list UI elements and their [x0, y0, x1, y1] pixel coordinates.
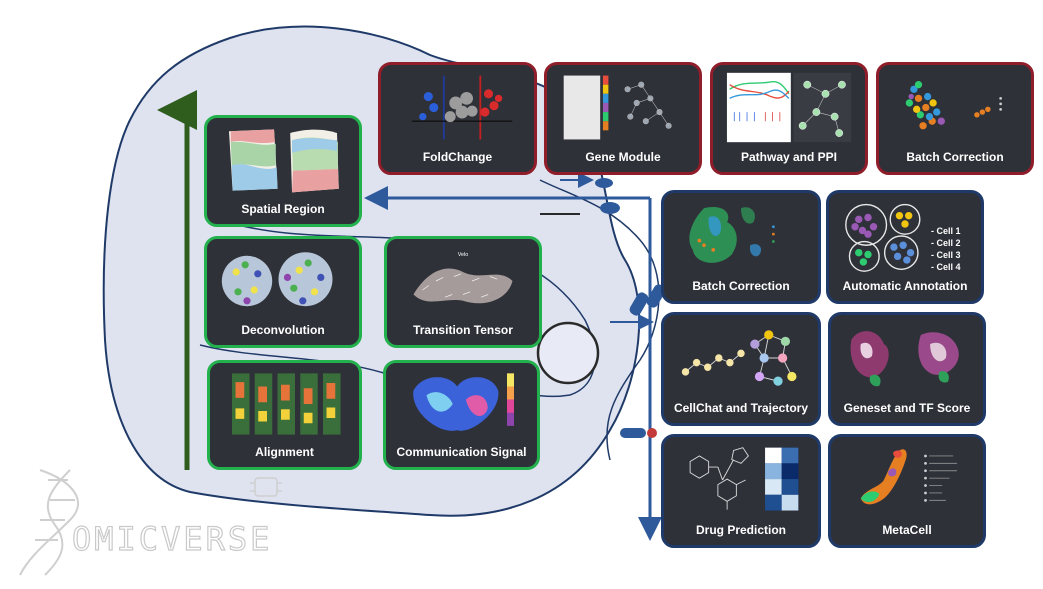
pathway-ppi-art — [721, 71, 857, 144]
sc-batch-correction-label: Batch Correction — [692, 279, 790, 293]
omicverse-wordmark: OMICVERSE — [71, 519, 273, 558]
cell-legend-item: - Cell 4 — [931, 262, 961, 272]
alignment-art — [218, 369, 351, 439]
communication-signal-art — [394, 369, 529, 439]
card-spatial-region[interactable]: Spatial Region — [204, 115, 362, 227]
metacell-label: MetaCell — [882, 523, 932, 537]
gene-module-art — [555, 71, 691, 144]
card-foldchange[interactable]: FoldChange — [378, 62, 537, 175]
card-metacell[interactable]: MetaCell — [828, 434, 986, 548]
card-geneset-tf-score[interactable]: Geneset and TF Score — [828, 312, 986, 426]
nucleus-circle — [536, 321, 600, 385]
card-drug-prediction[interactable]: Drug Prediction — [661, 434, 821, 548]
spatial-region-art — [215, 124, 351, 196]
card-gene-module[interactable]: Gene Module — [544, 62, 702, 175]
spatial-region-label: Spatial Region — [241, 202, 325, 216]
chip-logo-icon — [250, 477, 282, 497]
svg-text:Velo: Velo — [458, 252, 468, 258]
transition-tensor-art: Velo — [395, 245, 531, 317]
geneset-tf-score-art — [839, 321, 975, 395]
cell-legend-item: - Cell 3 — [931, 250, 961, 260]
geneset-tf-score-label: Geneset and TF Score — [843, 401, 971, 415]
pathway-ppi-label: Pathway and PPI — [740, 150, 838, 164]
bulk-batch-correction-art — [887, 71, 1023, 144]
card-pathway-ppi[interactable]: Pathway and PPI — [710, 62, 868, 175]
card-deconvolution[interactable]: Deconvolution — [204, 236, 362, 348]
bulk-batch-correction-label: Batch Correction — [906, 150, 1004, 164]
receptor-icon — [595, 178, 666, 438]
alignment-label: Alignment — [255, 445, 314, 459]
sc-batch-correction-art — [672, 199, 810, 273]
card-bulk-batch-correction[interactable]: Batch Correction — [876, 62, 1034, 175]
cellchat-trajectory-art — [672, 321, 810, 395]
card-transition-tensor[interactable]: Velo Transition Tensor — [384, 236, 542, 348]
deconvolution-art — [215, 245, 351, 317]
foldchange-art — [389, 71, 526, 144]
automatic-annotation-art — [837, 199, 973, 273]
dna-logo-icon — [19, 469, 80, 576]
transition-tensor-label: Transition Tensor — [413, 323, 513, 337]
drug-prediction-art — [672, 443, 810, 517]
card-communication-signal[interactable]: Communication Signal — [383, 360, 540, 470]
card-automatic-annotation[interactable]: - Cell 1 - Cell 2 - Cell 3 - Cell 4 Auto… — [826, 190, 984, 304]
cellchat-trajectory-label: CellChat and Trajectory — [673, 401, 809, 415]
drug-prediction-label: Drug Prediction — [695, 523, 786, 537]
metacell-art — [839, 443, 975, 517]
gene-module-label: Gene Module — [585, 150, 661, 164]
card-alignment[interactable]: Alignment — [207, 360, 362, 470]
annotation-cell-legend: - Cell 1 - Cell 2 - Cell 3 - Cell 4 — [931, 225, 961, 273]
cell-legend-item: - Cell 1 — [931, 226, 961, 236]
card-cellchat-trajectory[interactable]: CellChat and Trajectory — [661, 312, 821, 426]
automatic-annotation-label: Automatic Annotation — [842, 279, 968, 293]
deconvolution-label: Deconvolution — [241, 323, 325, 337]
card-sc-batch-correction[interactable]: Batch Correction — [661, 190, 821, 304]
foldchange-label: FoldChange — [422, 150, 493, 164]
communication-signal-label: Communication Signal — [396, 445, 527, 459]
cell-legend-item: - Cell 2 — [931, 238, 961, 248]
